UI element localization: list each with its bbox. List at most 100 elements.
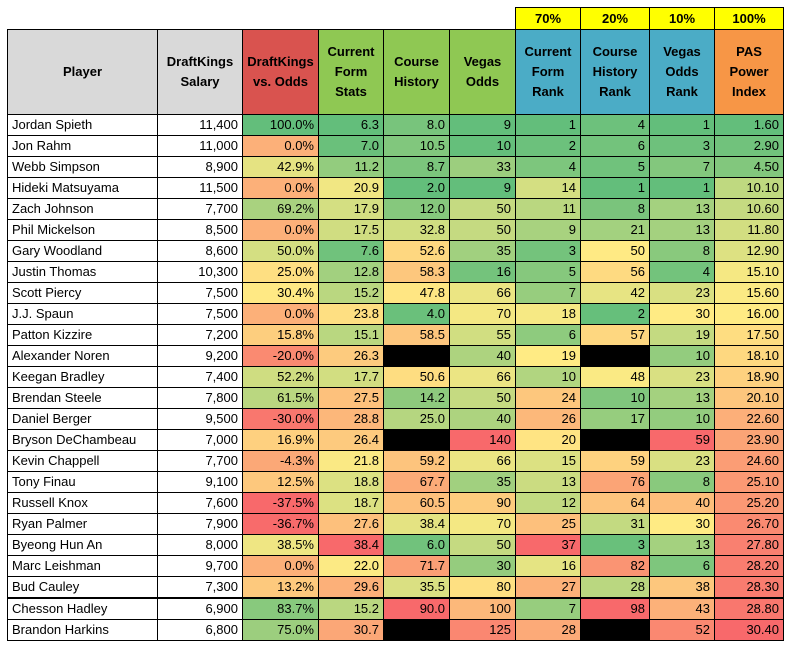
history-cell[interactable]: 6.0 [383,534,450,556]
vegas-rank-cell[interactable]: 23 [649,282,715,304]
vegas-rank-cell[interactable]: 8 [649,471,715,493]
pas-cell[interactable]: 25.20 [714,492,784,514]
salary-cell[interactable]: 8,600 [157,240,243,262]
vegas-cell[interactable]: 40 [449,345,516,367]
pas-cell[interactable]: 4.50 [714,156,784,178]
dk-vs-odds-cell[interactable]: -37.5% [242,492,319,514]
form-cell[interactable]: 38.4 [318,534,384,556]
pas-cell[interactable]: 30.40 [714,619,784,641]
salary-cell[interactable]: 7,500 [157,282,243,304]
form-rank-cell[interactable]: 5 [515,261,581,283]
salary-cell[interactable]: 6,900 [157,597,243,620]
history-rank-cell[interactable]: 1 [580,177,650,199]
vegas-rank-cell[interactable]: 1 [649,114,715,136]
salary-cell[interactable]: 9,500 [157,408,243,430]
form-rank-cell[interactable]: 25 [515,513,581,535]
dk-vs-odds-cell[interactable]: 75.0% [242,619,319,641]
header-pas-power-index[interactable]: PAS Power Index [714,29,784,115]
salary-cell[interactable]: 9,100 [157,471,243,493]
history-rank-cell[interactable]: 59 [580,450,650,472]
player-cell[interactable]: Kevin Chappell [7,450,158,472]
history-cell[interactable]: 2.0 [383,177,450,199]
vegas-rank-cell[interactable]: 7 [649,156,715,178]
dk-vs-odds-cell[interactable]: 13.2% [242,576,319,599]
vegas-cell[interactable]: 50 [449,534,516,556]
form-rank-cell[interactable]: 20 [515,429,581,451]
history-rank-cell[interactable]: 17 [580,408,650,430]
form-rank-cell[interactable]: 4 [515,156,581,178]
salary-cell[interactable]: 7,700 [157,198,243,220]
pas-cell[interactable]: 28.20 [714,555,784,577]
salary-cell[interactable]: 7,700 [157,450,243,472]
history-rank-cell[interactable]: 3 [580,534,650,556]
form-cell[interactable]: 15.2 [318,282,384,304]
history-cell[interactable]: 67.7 [383,471,450,493]
dk-vs-odds-cell[interactable]: 25.0% [242,261,319,283]
player-cell[interactable]: Gary Woodland [7,240,158,262]
pas-cell[interactable]: 10.60 [714,198,784,220]
vegas-rank-cell[interactable]: 30 [649,513,715,535]
player-cell[interactable]: Justin Thomas [7,261,158,283]
salary-cell[interactable]: 8,900 [157,156,243,178]
history-cell[interactable]: 71.7 [383,555,450,577]
history-rank-cell[interactable] [580,429,650,451]
vegas-rank-cell[interactable]: 19 [649,324,715,346]
salary-cell[interactable]: 7,000 [157,429,243,451]
form-rank-cell[interactable]: 9 [515,219,581,241]
form-cell[interactable]: 17.5 [318,219,384,241]
history-rank-cell[interactable]: 48 [580,366,650,388]
vegas-rank-cell[interactable]: 43 [649,597,715,620]
form-rank-cell[interactable]: 26 [515,408,581,430]
form-rank-cell[interactable]: 14 [515,177,581,199]
player-cell[interactable]: Jordan Spieth [7,114,158,136]
form-rank-cell[interactable]: 7 [515,597,581,620]
form-cell[interactable]: 17.9 [318,198,384,220]
vegas-cell[interactable]: 140 [449,429,516,451]
vegas-rank-cell[interactable]: 1 [649,177,715,199]
player-cell[interactable]: Webb Simpson [7,156,158,178]
history-cell[interactable]: 90.0 [383,597,450,620]
form-rank-cell[interactable]: 13 [515,471,581,493]
pas-cell[interactable]: 22.60 [714,408,784,430]
dk-vs-odds-cell[interactable]: 15.8% [242,324,319,346]
history-cell[interactable]: 47.8 [383,282,450,304]
vegas-cell[interactable]: 50 [449,387,516,409]
form-cell[interactable]: 27.5 [318,387,384,409]
history-cell[interactable]: 12.0 [383,198,450,220]
player-cell[interactable]: Bud Cauley [7,576,158,599]
history-cell[interactable] [383,429,450,451]
vegas-rank-cell[interactable]: 40 [649,492,715,514]
vegas-rank-cell[interactable]: 6 [649,555,715,577]
history-cell[interactable]: 8.0 [383,114,450,136]
form-rank-cell[interactable]: 27 [515,576,581,599]
player-cell[interactable]: Marc Leishman [7,555,158,577]
history-cell[interactable]: 32.8 [383,219,450,241]
history-rank-cell[interactable]: 8 [580,198,650,220]
player-cell[interactable]: Jon Rahm [7,135,158,157]
vegas-cell[interactable]: 9 [449,114,516,136]
form-cell[interactable]: 18.8 [318,471,384,493]
dk-vs-odds-cell[interactable]: 0.0% [242,555,319,577]
history-cell[interactable]: 59.2 [383,450,450,472]
weight-course-history[interactable]: 20% [580,7,650,30]
pas-cell[interactable]: 27.80 [714,534,784,556]
form-cell[interactable]: 26.3 [318,345,384,367]
pas-cell[interactable]: 26.70 [714,513,784,535]
pas-cell[interactable]: 24.60 [714,450,784,472]
pas-cell[interactable]: 18.10 [714,345,784,367]
salary-cell[interactable]: 7,200 [157,324,243,346]
salary-cell[interactable]: 11,000 [157,135,243,157]
player-cell[interactable]: J.J. Spaun [7,303,158,325]
vegas-cell[interactable]: 16 [449,261,516,283]
history-cell[interactable]: 52.6 [383,240,450,262]
salary-cell[interactable]: 11,400 [157,114,243,136]
history-cell[interactable]: 4.0 [383,303,450,325]
weight-current-form[interactable]: 70% [515,7,581,30]
pas-cell[interactable]: 18.90 [714,366,784,388]
vegas-rank-cell[interactable]: 13 [649,198,715,220]
pas-cell[interactable]: 15.10 [714,261,784,283]
form-cell[interactable]: 7.0 [318,135,384,157]
vegas-rank-cell[interactable]: 13 [649,219,715,241]
dk-vs-odds-cell[interactable]: 30.4% [242,282,319,304]
history-rank-cell[interactable]: 76 [580,471,650,493]
